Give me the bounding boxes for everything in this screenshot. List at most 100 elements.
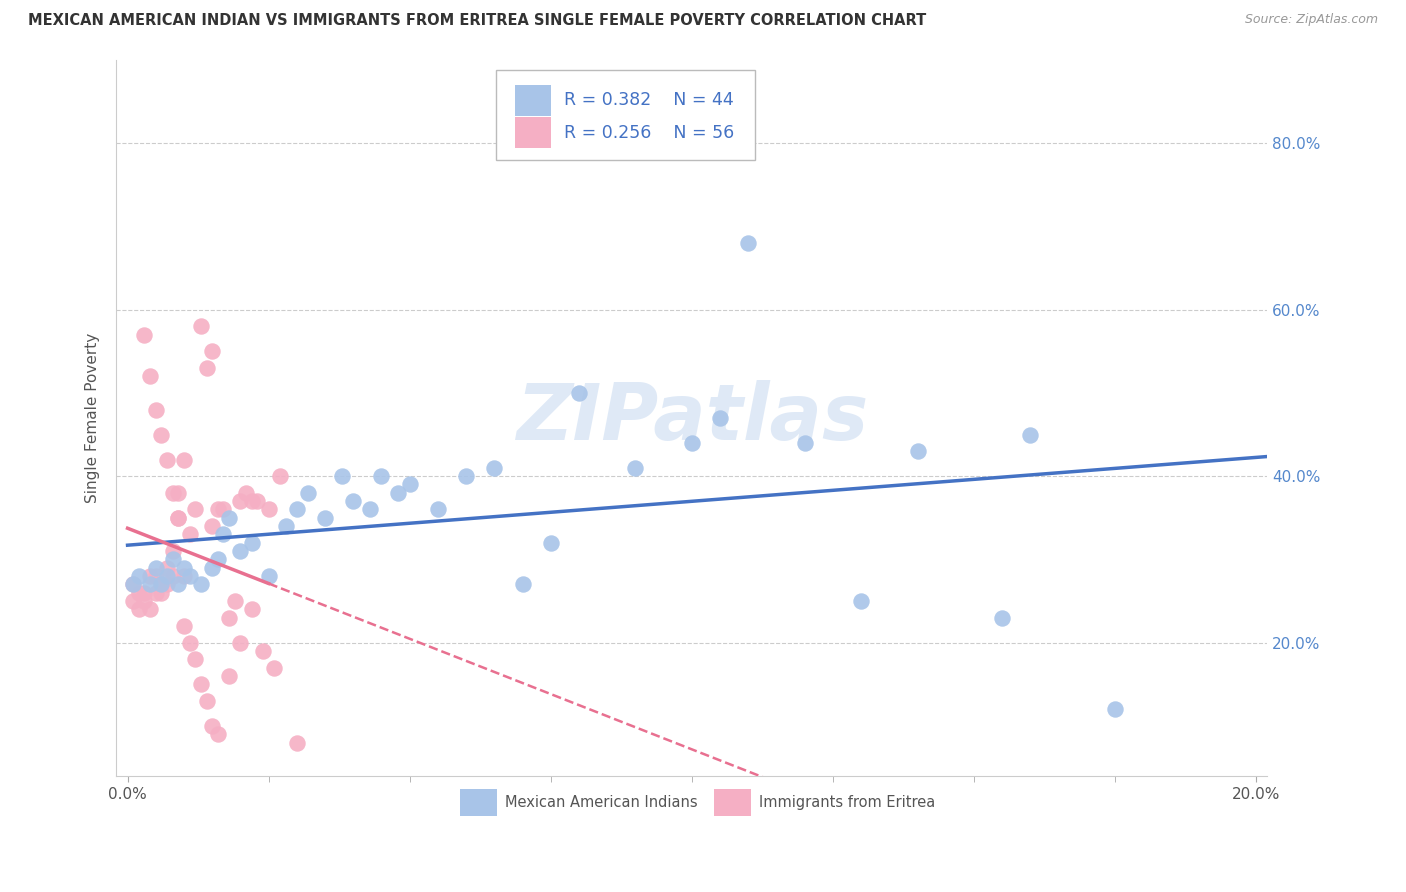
FancyBboxPatch shape xyxy=(496,70,755,160)
Point xyxy=(150,427,173,442)
Point xyxy=(540,536,562,550)
Point xyxy=(218,611,240,625)
Point xyxy=(624,460,647,475)
Point xyxy=(229,636,252,650)
Point xyxy=(426,502,449,516)
Point xyxy=(162,569,184,583)
Text: MEXICAN AMERICAN INDIAN VS IMMIGRANTS FROM ERITREA SINGLE FEMALE POVERTY CORRELA: MEXICAN AMERICAN INDIAN VS IMMIGRANTS FR… xyxy=(28,13,927,29)
Point xyxy=(240,536,263,550)
Point xyxy=(1104,702,1126,716)
Text: Source: ZipAtlas.com: Source: ZipAtlas.com xyxy=(1244,13,1378,27)
Point xyxy=(150,577,173,591)
Point xyxy=(849,594,872,608)
Point xyxy=(128,569,150,583)
Point xyxy=(252,644,274,658)
Point xyxy=(134,327,156,342)
Point xyxy=(167,577,190,591)
Point xyxy=(195,694,218,708)
Point xyxy=(512,577,534,591)
Point xyxy=(568,385,591,400)
Point xyxy=(207,727,229,741)
Point xyxy=(257,502,280,516)
Point xyxy=(681,435,703,450)
Point xyxy=(907,444,929,458)
Point xyxy=(359,502,381,516)
Point xyxy=(156,561,179,575)
Point xyxy=(285,502,308,516)
Point xyxy=(195,360,218,375)
Point xyxy=(173,619,195,633)
Point xyxy=(156,577,179,591)
Point xyxy=(235,486,257,500)
Point xyxy=(179,569,201,583)
Text: R = 0.256    N = 56: R = 0.256 N = 56 xyxy=(564,124,734,142)
FancyBboxPatch shape xyxy=(515,117,551,148)
Point xyxy=(122,594,145,608)
Point xyxy=(201,344,224,359)
Point xyxy=(737,235,759,250)
Point xyxy=(709,410,731,425)
Point xyxy=(179,636,201,650)
Point xyxy=(145,402,167,417)
Point xyxy=(263,661,285,675)
Point xyxy=(201,519,224,533)
Point xyxy=(190,677,212,691)
FancyBboxPatch shape xyxy=(460,789,498,816)
Point xyxy=(139,577,162,591)
Point xyxy=(190,577,212,591)
Point xyxy=(162,552,184,566)
Point xyxy=(190,319,212,334)
Point xyxy=(184,502,207,516)
Point xyxy=(201,719,224,733)
Point xyxy=(207,552,229,566)
Point xyxy=(156,452,179,467)
Point xyxy=(342,494,364,508)
Point xyxy=(122,577,145,591)
Point xyxy=(173,452,195,467)
Point xyxy=(330,469,353,483)
Point xyxy=(167,486,190,500)
Point xyxy=(484,460,506,475)
Point xyxy=(285,736,308,750)
Point xyxy=(398,477,420,491)
Point xyxy=(139,569,162,583)
Point xyxy=(179,527,201,541)
Point xyxy=(167,511,190,525)
Point xyxy=(314,511,336,525)
Point xyxy=(229,544,252,558)
Point xyxy=(134,586,156,600)
Point xyxy=(139,369,162,384)
Point xyxy=(257,569,280,583)
Point xyxy=(793,435,815,450)
Point xyxy=(456,469,478,483)
Point xyxy=(184,652,207,666)
Text: ZIPatlas: ZIPatlas xyxy=(516,380,868,456)
Point xyxy=(145,586,167,600)
Point xyxy=(218,669,240,683)
Point xyxy=(167,511,190,525)
Point xyxy=(173,569,195,583)
Point xyxy=(370,469,392,483)
Point xyxy=(224,594,246,608)
Point xyxy=(246,494,269,508)
Text: Immigrants from Eritrea: Immigrants from Eritrea xyxy=(759,795,935,810)
Point xyxy=(240,494,263,508)
Point xyxy=(162,486,184,500)
Point xyxy=(274,519,297,533)
Text: Mexican American Indians: Mexican American Indians xyxy=(505,795,697,810)
Point xyxy=(150,586,173,600)
Point xyxy=(162,544,184,558)
Point xyxy=(122,577,145,591)
Text: R = 0.382    N = 44: R = 0.382 N = 44 xyxy=(564,92,734,110)
FancyBboxPatch shape xyxy=(515,85,551,116)
Point xyxy=(134,594,156,608)
Point xyxy=(218,511,240,525)
Point xyxy=(128,602,150,616)
FancyBboxPatch shape xyxy=(714,789,751,816)
Point xyxy=(212,527,235,541)
Point xyxy=(1019,427,1042,442)
Point xyxy=(139,602,162,616)
Point xyxy=(991,611,1014,625)
Point xyxy=(150,577,173,591)
Point xyxy=(297,486,319,500)
